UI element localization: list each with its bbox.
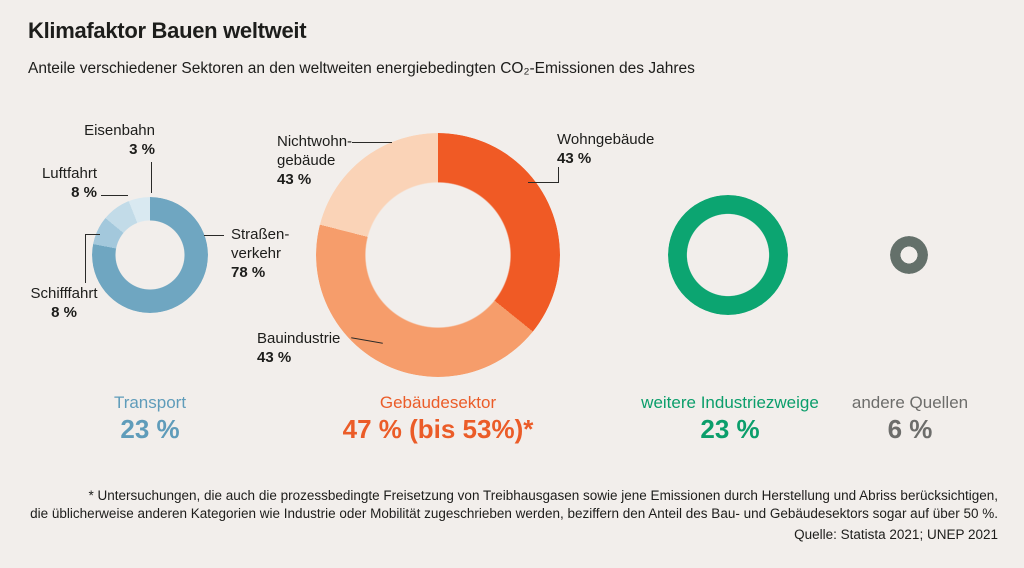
slice-label-text: Luftfahrt bbox=[41, 165, 97, 182]
caption-value: 23 % bbox=[700, 414, 760, 444]
slice-label-value: 43 % bbox=[277, 171, 312, 188]
slice-label-value: 43 % bbox=[557, 150, 592, 167]
leader-line-schifffahrt bbox=[85, 234, 100, 283]
caption-andere-quellen: andere Quellen 6 % bbox=[825, 392, 995, 444]
caption-label: andere Quellen bbox=[851, 393, 969, 412]
slice-label-text: Wohngebäude bbox=[557, 131, 655, 148]
slice-label-text: verkehr bbox=[231, 245, 282, 262]
caption-label: Transport bbox=[113, 393, 187, 412]
slice-label-text: Eisenbahn bbox=[84, 122, 155, 139]
slice-label-luftfahrt: Luftfahrt 8 % bbox=[15, 164, 97, 202]
donut-weitere-industriezweige bbox=[668, 195, 788, 315]
footnote: * Untersuchungen, die auch die prozessbe… bbox=[28, 487, 998, 544]
slice-label-text: Bauindustrie bbox=[257, 330, 341, 347]
slice-label-nichtwohngebaeude: Nichtwohn- gebäude 43 % bbox=[277, 132, 357, 189]
footnote-line1: * Untersuchungen, die auch die prozessbe… bbox=[88, 488, 998, 503]
donut-andere-quellen bbox=[890, 236, 928, 274]
page-title: Klimafaktor Bauen weltweit bbox=[28, 18, 307, 43]
slice-label-wohngebaeude: Wohngebäude 43 % bbox=[557, 130, 677, 168]
slice-label-value: 8 % bbox=[51, 304, 77, 321]
slice-label-text: Straßen- bbox=[231, 226, 290, 243]
leader-line-strassenverkehr bbox=[204, 235, 224, 236]
slice-label-value: 3 % bbox=[129, 141, 155, 158]
slice-label-text: gebäude bbox=[277, 152, 336, 169]
slice-label-strassenverkehr: Straßen- verkehr 78 % bbox=[231, 225, 321, 282]
slice-label-value: 8 % bbox=[71, 184, 97, 201]
caption-label: weitere Industriezweige bbox=[641, 393, 819, 412]
caption-label: Gebäudesektor bbox=[379, 393, 497, 412]
caption-gebaeudesektor: Gebäudesektor 47 % (bis 53%)* bbox=[308, 392, 568, 444]
slice-label-eisenbahn: Eisenbahn 3 % bbox=[55, 121, 155, 159]
leader-line-nichtwohngebaeude bbox=[352, 142, 392, 143]
leader-line-eisenbahn bbox=[151, 162, 152, 193]
leader-line-wohngebaeude bbox=[528, 167, 559, 183]
caption-value: 23 % bbox=[120, 414, 180, 444]
source-credit: Quelle: Statista 2021; UNEP 2021 bbox=[794, 527, 998, 542]
caption-value: 47 % (bis 53%)* bbox=[342, 414, 534, 444]
leader-line-luftfahrt bbox=[101, 195, 128, 196]
slice-label-text: Nichtwohn- bbox=[277, 133, 353, 150]
caption-transport: Transport 23 % bbox=[65, 392, 235, 444]
footnote-line2: die üblicherweise anderen Kategorien wie… bbox=[30, 506, 998, 521]
page-subtitle: Anteile verschiedener Sektoren an den we… bbox=[28, 60, 695, 77]
slice-label-value: 78 % bbox=[231, 264, 266, 281]
slice-label-schifffahrt: Schifffahrt 8 % bbox=[22, 284, 106, 322]
slice-label-bauindustrie: Bauindustrie 43 % bbox=[257, 329, 357, 367]
donut-transport bbox=[92, 197, 208, 313]
slice-label-value: 43 % bbox=[257, 349, 292, 366]
caption-value: 6 % bbox=[887, 414, 933, 444]
slice-label-text: Schifffahrt bbox=[30, 285, 98, 302]
donut-gebaeudesektor bbox=[316, 133, 560, 377]
caption-weitere-industriezweige: weitere Industriezweige 23 % bbox=[613, 392, 847, 444]
